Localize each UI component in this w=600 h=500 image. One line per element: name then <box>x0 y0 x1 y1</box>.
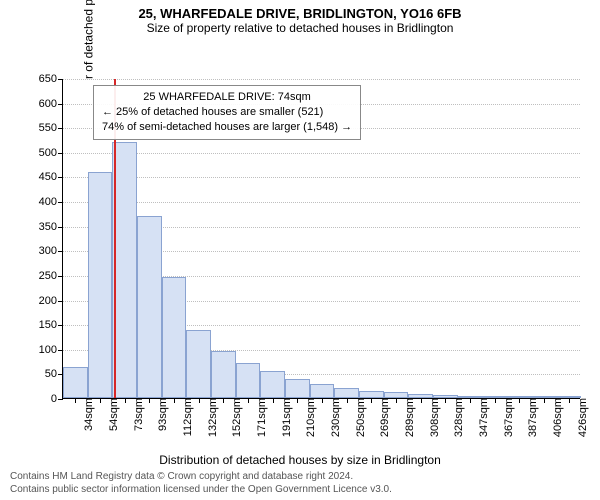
y-tick-label: 0 <box>51 393 63 405</box>
plot-area: 0501001502002503003504004505005506006503… <box>62 79 580 399</box>
x-tick-label: 191sqm <box>277 398 293 437</box>
y-tick-label: 50 <box>45 368 63 380</box>
y-tick-label: 300 <box>39 245 63 257</box>
info-box-line: 74% of semi-detached houses are larger (… <box>102 120 352 135</box>
x-tick-label: 426sqm <box>573 398 589 437</box>
histogram-bar <box>260 371 285 398</box>
info-box: 25 WHARFEDALE DRIVE: 74sqm← 25% of detac… <box>93 85 361 140</box>
x-tick-mark <box>495 398 496 403</box>
y-tick-label: 600 <box>39 98 63 110</box>
x-axis-label: Distribution of detached houses by size … <box>0 453 600 467</box>
x-tick-label: 93sqm <box>153 398 169 431</box>
y-tick-label: 200 <box>39 295 63 307</box>
x-tick-label: 269sqm <box>375 398 391 437</box>
info-box-line: 25 WHARFEDALE DRIVE: 74sqm <box>102 90 352 105</box>
gridline <box>63 177 580 178</box>
footer: Contains HM Land Registry data © Crown c… <box>0 470 600 496</box>
gridline <box>63 202 580 203</box>
x-tick-mark <box>544 398 545 403</box>
info-box-line: ← 25% of detached houses are smaller (52… <box>102 105 352 120</box>
histogram-bar <box>88 172 113 398</box>
histogram-bar <box>211 351 236 398</box>
y-tick-label: 650 <box>39 73 63 85</box>
y-tick-label: 400 <box>39 196 63 208</box>
x-tick-mark <box>347 398 348 403</box>
x-tick-mark <box>149 398 150 403</box>
x-tick-mark <box>223 398 224 403</box>
footer-line-1: Contains HM Land Registry data © Crown c… <box>10 470 590 483</box>
x-tick-mark <box>396 398 397 403</box>
x-tick-mark <box>199 398 200 403</box>
x-tick-label: 308sqm <box>425 398 441 437</box>
x-tick-mark <box>273 398 274 403</box>
x-tick-mark <box>75 398 76 403</box>
x-tick-mark <box>421 398 422 403</box>
x-tick-label: 230sqm <box>326 398 342 437</box>
y-tick-label: 150 <box>39 319 63 331</box>
histogram-bar <box>359 391 384 398</box>
x-tick-label: 328sqm <box>449 398 465 437</box>
histogram-bar <box>236 363 261 398</box>
histogram-bar <box>162 277 187 398</box>
x-tick-label: 54sqm <box>104 398 120 431</box>
x-tick-mark <box>569 398 570 403</box>
x-tick-label: 34sqm <box>79 398 95 431</box>
x-tick-label: 289sqm <box>400 398 416 437</box>
x-tick-mark <box>125 398 126 403</box>
x-tick-label: 132sqm <box>203 398 219 437</box>
x-tick-label: 73sqm <box>129 398 145 431</box>
y-tick-label: 350 <box>39 221 63 233</box>
x-tick-label: 347sqm <box>474 398 490 437</box>
x-tick-label: 250sqm <box>351 398 367 437</box>
histogram-bar <box>137 216 162 398</box>
x-tick-mark <box>322 398 323 403</box>
x-tick-label: 387sqm <box>523 398 539 437</box>
histogram-bar <box>186 330 211 398</box>
x-tick-mark <box>248 398 249 403</box>
x-tick-label: 210sqm <box>301 398 317 437</box>
x-tick-label: 367sqm <box>499 398 515 437</box>
y-tick-label: 100 <box>39 344 63 356</box>
x-tick-label: 152sqm <box>227 398 243 437</box>
histogram-bar <box>334 388 359 398</box>
gridline <box>63 79 580 80</box>
x-tick-mark <box>371 398 372 403</box>
y-tick-label: 250 <box>39 270 63 282</box>
x-tick-mark <box>445 398 446 403</box>
x-tick-mark <box>100 398 101 403</box>
x-tick-label: 112sqm <box>178 398 194 436</box>
gridline <box>63 153 580 154</box>
y-tick-label: 550 <box>39 122 63 134</box>
histogram-bar <box>63 367 88 398</box>
x-tick-mark <box>174 398 175 403</box>
x-tick-label: 171sqm <box>252 398 268 437</box>
x-tick-mark <box>470 398 471 403</box>
y-tick-label: 500 <box>39 147 63 159</box>
x-tick-mark <box>519 398 520 403</box>
footer-line-2: Contains public sector information licen… <box>10 483 590 496</box>
y-tick-label: 450 <box>39 171 63 183</box>
x-tick-label: 406sqm <box>548 398 564 437</box>
x-tick-mark <box>297 398 298 403</box>
histogram-bar <box>285 379 310 398</box>
histogram-bar <box>310 384 335 398</box>
